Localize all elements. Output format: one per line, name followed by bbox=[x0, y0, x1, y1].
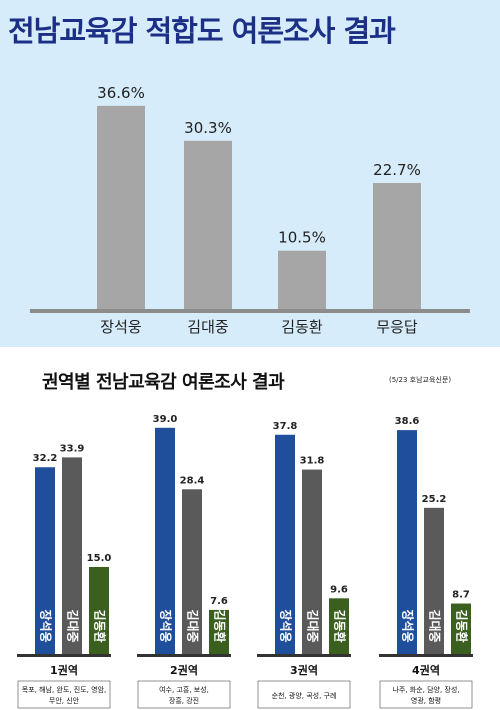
regional-value-label-2-3: 7.6 bbox=[210, 596, 228, 607]
overall-bar-chart: 36.6% 장석웅 30.3% 김대중 10.5% 김동환 22.7% 무응답 bbox=[30, 84, 470, 336]
regional-series-label-1-3: 김동환 bbox=[93, 609, 108, 642]
regional-value-label-4-3: 8.7 bbox=[452, 590, 470, 601]
regional-note-box-4 bbox=[379, 680, 473, 709]
overall-baseline bbox=[30, 309, 470, 313]
regional-note-box-3 bbox=[257, 680, 351, 709]
regional-category-label-1: 1권역 bbox=[50, 663, 78, 677]
overall-chart-panel: 전남교육감 적합도 여론조사 결과 36.6% 장석웅 30.3% 김대중 10.5% 김… bbox=[0, 0, 500, 347]
overall-bar-3 bbox=[278, 250, 326, 309]
regional-group-baseline-4 bbox=[379, 654, 473, 657]
overall-bar-4 bbox=[373, 183, 421, 309]
regional-note-text-2-2: 장흥, 강진 bbox=[169, 696, 199, 705]
regional-value-label-3-1: 37.8 bbox=[273, 421, 298, 432]
regional-bar-4-2 bbox=[424, 507, 444, 654]
regional-series-label-1-1: 장석웅 bbox=[39, 609, 54, 642]
overall-chart-title: 전남교육감 적합도 여론조사 결과 bbox=[8, 14, 396, 48]
regional-bar-2-2 bbox=[182, 489, 202, 654]
overall-value-label-3: 10.5% bbox=[278, 229, 326, 247]
regional-value-label-3-2: 31.8 bbox=[300, 456, 325, 467]
regional-note-box-2 bbox=[137, 680, 231, 709]
regional-bar-1-3 bbox=[89, 567, 109, 654]
regional-chart-title: 권역별 전남교육감 여론조사 결과 bbox=[42, 372, 285, 393]
regional-value-label-2-2: 28.4 bbox=[180, 475, 205, 486]
regional-series-label-4-3: 김동환 bbox=[455, 609, 470, 642]
regional-value-label-1-1: 32.2 bbox=[33, 453, 58, 464]
regional-value-label-4-1: 38.6 bbox=[395, 416, 420, 427]
regional-bar-3-2 bbox=[302, 469, 322, 654]
overall-category-label-3: 김동환 bbox=[281, 318, 323, 336]
regional-note-text-2-1: 여수, 고흥, 보성, bbox=[159, 685, 209, 694]
regional-note-text-3-1: 순천, 광양, 곡성, 구례 bbox=[272, 691, 337, 700]
regional-value-label-2-1: 39.0 bbox=[153, 414, 178, 425]
regional-group-baseline-2 bbox=[137, 654, 231, 657]
regional-bar-4-1 bbox=[397, 430, 417, 654]
regional-value-label-4-2: 25.2 bbox=[422, 494, 447, 505]
regional-note-text-4-2: 영광, 함평 bbox=[411, 696, 441, 705]
regional-bar-3-3 bbox=[329, 598, 349, 654]
regional-note-text-1-1: 목포, 해남, 완도, 진도, 영암, bbox=[22, 685, 106, 694]
regional-value-label-1-2: 33.9 bbox=[60, 443, 85, 454]
regional-bar-2-3 bbox=[209, 609, 229, 654]
regional-series-label-3-2: 김대중 bbox=[306, 609, 321, 642]
overall-category-label-1: 장석웅 bbox=[100, 318, 141, 336]
overall-bar-1 bbox=[97, 105, 145, 310]
regional-chart-panel: 권역별 전남교육감 여론조사 결과 (5/23 호남교육신문) 32.2 장석웅 3… bbox=[0, 347, 500, 710]
regional-bar-3-1 bbox=[275, 434, 295, 654]
regional-series-label-2-2: 김대중 bbox=[186, 609, 201, 642]
regional-category-label-2: 2권역 bbox=[170, 663, 198, 677]
regional-series-label-4-1: 장석웅 bbox=[401, 609, 416, 642]
overall-bar-2 bbox=[184, 140, 232, 309]
regional-series-label-2-3: 김동환 bbox=[213, 609, 228, 642]
regional-note-box-1 bbox=[17, 680, 111, 709]
regional-chart-source: (5/23 호남교육신문) bbox=[389, 376, 452, 384]
regional-bar-4-3 bbox=[451, 603, 471, 654]
regional-bar-2-1 bbox=[155, 427, 175, 654]
regional-series-label-4-2: 김대중 bbox=[428, 609, 443, 642]
regional-series-label-3-1: 장석웅 bbox=[279, 609, 294, 642]
regional-category-label-4: 4권역 bbox=[412, 663, 440, 677]
regional-value-label-3-3: 9.6 bbox=[330, 584, 348, 595]
regional-group-baseline-1 bbox=[17, 654, 111, 657]
overall-category-label-2: 김대중 bbox=[187, 318, 228, 336]
regional-group-baseline-3 bbox=[257, 654, 351, 657]
regional-series-label-3-3: 김동환 bbox=[333, 609, 348, 642]
regional-series-label-1-2: 김대중 bbox=[66, 609, 81, 642]
overall-value-label-4: 22.7% bbox=[373, 161, 421, 179]
regional-series-label-2-1: 장석웅 bbox=[159, 609, 174, 642]
regional-note-text-1-2: 무안, 신안 bbox=[49, 696, 80, 705]
regional-note-text-4-1: 나주, 화순, 담양, 장성, bbox=[392, 685, 459, 694]
overall-value-label-2: 30.3% bbox=[184, 119, 232, 137]
regional-bar-1-2 bbox=[62, 457, 82, 654]
regional-category-label-3: 3권역 bbox=[290, 663, 318, 677]
regional-bar-1-1 bbox=[35, 467, 55, 654]
regional-value-label-1-3: 15.0 bbox=[87, 553, 112, 564]
overall-category-label-4: 무응답 bbox=[376, 318, 418, 336]
overall-value-label-1: 36.6% bbox=[97, 84, 145, 102]
